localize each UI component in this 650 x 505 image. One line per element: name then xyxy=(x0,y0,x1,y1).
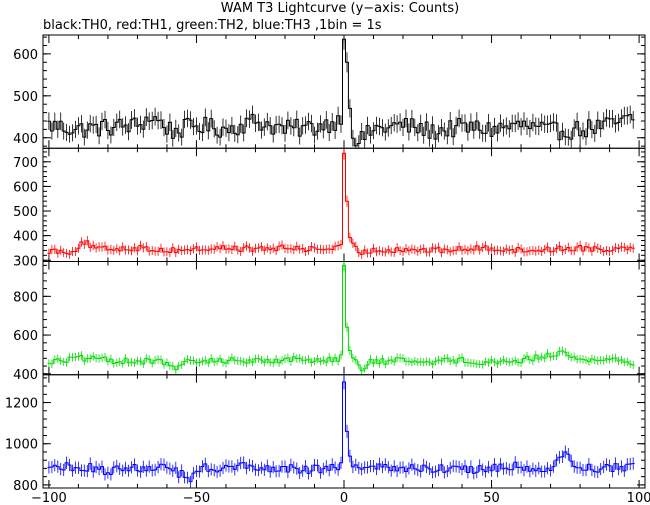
series-errorbars-th2 xyxy=(48,261,634,375)
y-tick-label: 600 xyxy=(13,180,38,195)
x-tick-label: 0 xyxy=(340,491,348,505)
series-errorbars-th1 xyxy=(48,148,634,259)
x-tick-label: −50 xyxy=(183,491,210,505)
y-tick-label: 400 xyxy=(13,368,38,383)
y-tick-label: 1000 xyxy=(5,438,38,453)
panel-frame-th2 xyxy=(42,261,646,376)
panel-frame-th1 xyxy=(42,147,646,262)
series-group-th3 xyxy=(47,374,635,488)
y-tick-label: 1200 xyxy=(5,397,38,412)
x-tick-label: 100 xyxy=(627,491,650,505)
series-group-th1 xyxy=(47,148,635,259)
panels-group: 4005006003004005006007004006008008001000… xyxy=(5,34,650,505)
chart-subtitle: black:TH0, red:TH1, green:TH2, blue:TH3 … xyxy=(43,18,382,33)
series-line-th3 xyxy=(47,381,635,483)
y-tick-label: 800 xyxy=(13,290,38,305)
series-group-th0 xyxy=(47,35,635,149)
panel-frame-th0 xyxy=(42,34,646,149)
series-line-th0 xyxy=(47,38,635,147)
chart-title: WAM T3 Lightcurve (y−axis: Counts) xyxy=(221,1,459,16)
y-tick-label: 800 xyxy=(13,479,38,494)
x-tick-label: −100 xyxy=(31,491,67,505)
y-tick-label: 700 xyxy=(13,156,38,171)
x-tick-label: 50 xyxy=(483,491,500,505)
y-tick-label: 600 xyxy=(13,48,38,63)
y-tick-label: 400 xyxy=(13,132,38,147)
panel-frame-th3 xyxy=(42,374,646,489)
y-tick-label: 500 xyxy=(13,90,38,105)
series-line-th2 xyxy=(47,264,635,372)
series-errorbars-th0 xyxy=(48,35,634,149)
y-tick-label: 400 xyxy=(13,230,38,245)
y-tick-label: 300 xyxy=(13,254,38,269)
series-group-th2 xyxy=(47,261,635,375)
series-line-th1 xyxy=(47,152,635,255)
y-tick-label: 500 xyxy=(13,205,38,220)
y-tick-label: 600 xyxy=(13,329,38,344)
